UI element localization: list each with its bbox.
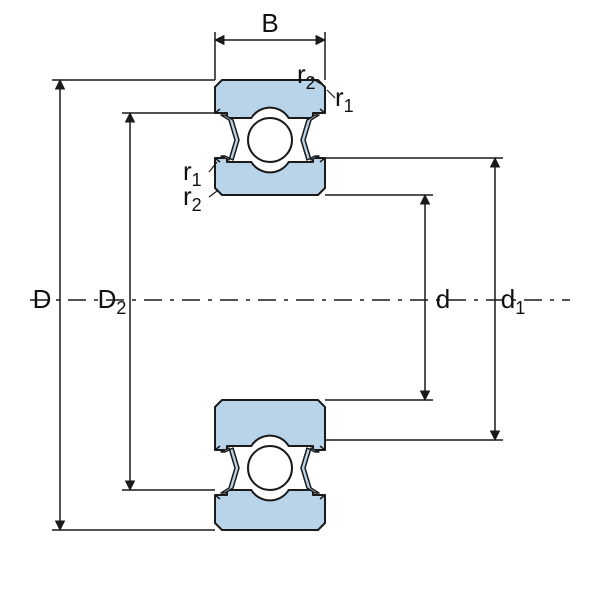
bearing-diagram: B D D2 d d1 r2 r1 r1 r2 [0, 0, 600, 600]
label-D2: D2 [98, 284, 127, 318]
label-D: D [33, 284, 52, 314]
label-d-small: d [436, 284, 450, 314]
section-top [215, 80, 325, 195]
label-d1: d1 [501, 284, 525, 318]
section-bottom [215, 400, 325, 530]
diagram-svg: B D D2 d d1 r2 r1 r1 r2 [0, 0, 600, 600]
label-B: B [261, 8, 278, 38]
dimension-d: d [325, 195, 450, 400]
dimension-B: B [215, 8, 325, 80]
label-r1-top: r1 [335, 82, 354, 116]
label-r2-top: r2 [297, 59, 316, 93]
